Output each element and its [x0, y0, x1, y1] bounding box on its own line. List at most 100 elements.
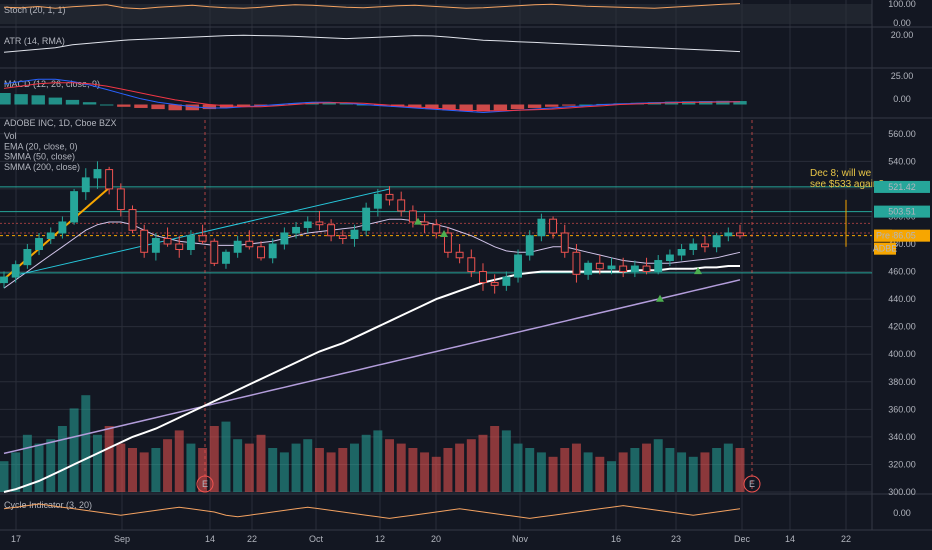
macd-histogram-bar [202, 104, 217, 110]
macd-histogram-bar [442, 104, 456, 111]
price-tag-label: 521.42 [888, 182, 916, 192]
macd-histogram-bar [0, 93, 11, 105]
volume-bar [349, 443, 359, 492]
earnings-e-letter: E [749, 479, 755, 489]
macd-tick: 25.00 [891, 71, 914, 81]
macd-tick: 0.00 [893, 94, 911, 104]
volume-bar [712, 448, 722, 492]
candle-body [257, 246, 265, 259]
candle-body [175, 243, 184, 251]
volume-bar [174, 430, 184, 492]
volume-bar [513, 443, 523, 492]
macd-histogram-bar [510, 104, 525, 110]
volume-bar [525, 448, 535, 492]
volume-bar [723, 443, 733, 492]
x-axis-tick: 22 [841, 534, 851, 544]
price-axis-tick: 300.00 [888, 487, 916, 497]
atr-line [3, 34, 741, 53]
candle-body [525, 235, 534, 256]
candle-body [420, 221, 429, 226]
macd-histogram-bar [185, 104, 199, 111]
candle-body [338, 235, 347, 239]
macd-histogram-bar [425, 104, 439, 110]
candle-body [222, 251, 230, 264]
candle-body [689, 243, 698, 251]
price-axis-tick: 420.00 [888, 322, 916, 332]
candle-body [619, 265, 628, 273]
volume-bar [408, 448, 418, 492]
smma200-line [3, 279, 741, 455]
candle-body [350, 229, 359, 239]
price-tag-label: 503.51 [888, 207, 916, 217]
stoch-label: Stoch (20, 1, 1) [4, 5, 66, 15]
volume-bar [735, 448, 745, 492]
pre-tag [874, 229, 892, 242]
candle-body [701, 243, 709, 248]
cycle-line [3, 503, 741, 519]
volume-bar [128, 448, 137, 492]
macd-line-0 [3, 78, 740, 114]
symbol-tag [874, 242, 896, 255]
price-axis-tick: 380.00 [888, 377, 916, 387]
ema20-line [3, 218, 741, 289]
candle-body [408, 210, 417, 223]
price-title: ADOBE INC, 1D, Cboe BZX [4, 118, 117, 128]
price-axis-tick: 320.00 [888, 459, 916, 469]
volume-bar [630, 448, 640, 492]
macd-histogram-bar [476, 104, 490, 112]
x-axis-tick: 16 [611, 534, 621, 544]
candle-body [665, 254, 674, 262]
candle-body [595, 262, 604, 270]
volume-bar [116, 443, 126, 492]
candle-body [23, 249, 32, 266]
volume-bar [291, 443, 301, 492]
volume-bar [57, 426, 67, 492]
volume-bar [0, 461, 9, 492]
candle-body [315, 221, 324, 226]
volume-bar [583, 452, 593, 492]
candle-body [81, 177, 90, 193]
macd-label: MACD (12, 26, close, 9) [4, 79, 100, 89]
macd-histogram-bar [82, 102, 97, 105]
price-axis-tick: 360.00 [888, 404, 916, 414]
macd-histogram-bar [716, 100, 730, 105]
candle-body [514, 254, 522, 278]
volume-bar [244, 443, 254, 492]
candle-body [303, 221, 312, 228]
volume-bar [431, 456, 441, 492]
candle-body [128, 209, 137, 231]
macd-histogram-bar [100, 104, 114, 106]
candle-body [712, 235, 721, 248]
candle-body [572, 251, 581, 275]
candle-body [292, 226, 301, 234]
macd-histogram-bar [493, 104, 508, 111]
signal-triangle-icon [694, 267, 702, 275]
candle-body [245, 240, 254, 248]
trend-line-cyan[interactable] [19, 188, 391, 275]
candle-body [654, 260, 663, 273]
candle-body [70, 191, 79, 223]
annotation-line-1: Dec 8; will we [810, 168, 872, 179]
candle-body [0, 276, 8, 284]
macd-histogram-bar [219, 104, 234, 108]
volume-bar [536, 452, 546, 492]
x-axis-tick: 14 [785, 534, 795, 544]
macd-histogram-bar [562, 104, 576, 106]
stoch-tick: 100.00 [888, 0, 916, 9]
volume-bar [478, 434, 488, 492]
earnings-e-icon[interactable] [196, 475, 214, 493]
volume-bar [92, 434, 102, 492]
volume-bar [677, 452, 687, 492]
volume-bar [69, 408, 79, 492]
candle-body [560, 232, 569, 253]
macd-histogram-bar [545, 104, 559, 107]
macd-histogram-bar [14, 94, 28, 105]
candle-body [455, 251, 464, 259]
candle-body [105, 169, 114, 190]
earnings-e-icon[interactable] [743, 475, 761, 493]
candle-body [607, 265, 616, 270]
macd-line-1 [3, 82, 741, 112]
stoch-tick: 0.00 [893, 18, 911, 28]
earnings-e-letter: E [202, 479, 208, 489]
